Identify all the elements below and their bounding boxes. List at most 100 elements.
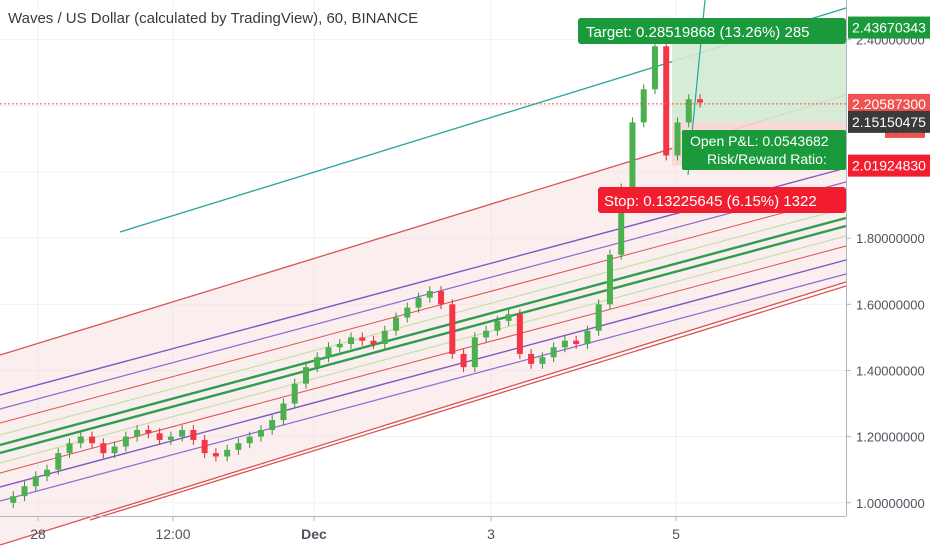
y-tick-label: 1.40000000 xyxy=(856,363,925,378)
candle-body[interactable] xyxy=(505,314,512,321)
x-tick-label: Dec xyxy=(301,526,327,542)
candle-body[interactable] xyxy=(651,46,658,90)
entry-price-badge[interactable]: 2.15150475 xyxy=(848,110,930,133)
pitchfork-inner-line[interactable] xyxy=(0,216,847,447)
candle-body[interactable] xyxy=(55,453,62,470)
candle-body[interactable] xyxy=(269,420,276,430)
stop-label-text: Stop: 0.13225645 (6.15%) 1322 xyxy=(604,193,817,210)
candle-body[interactable] xyxy=(550,347,557,358)
open-pnl-label[interactable]: Open P&L: 0.0543682 Risk/Reward Ratio: xyxy=(682,130,846,170)
candle-body[interactable] xyxy=(685,99,692,123)
candle-body[interactable] xyxy=(595,304,602,331)
candle-body[interactable] xyxy=(44,469,51,477)
target-price-badge-box xyxy=(848,16,930,39)
current-price-badge[interactable]: 2.20587300 xyxy=(848,93,930,114)
candle-body[interactable] xyxy=(190,430,197,440)
candle-body[interactable] xyxy=(10,496,17,503)
candle-body[interactable] xyxy=(449,304,456,354)
candle-body[interactable] xyxy=(370,340,377,344)
x-tick-label: 5 xyxy=(672,526,680,542)
pitchfork-inner-line[interactable] xyxy=(0,181,847,410)
target-label[interactable]: Target: 0.28519868 (13.26%) 285 xyxy=(578,18,846,44)
candle-body[interactable] xyxy=(618,188,625,255)
stop-label-box xyxy=(598,187,846,213)
candle-body[interactable] xyxy=(280,403,287,421)
candle-body[interactable] xyxy=(426,291,433,298)
pitchfork-inner-line[interactable] xyxy=(0,195,847,424)
candle-body[interactable] xyxy=(528,353,535,364)
risk-reward-label-text: Risk/Reward Ratio: xyxy=(707,151,827,167)
candle-body[interactable] xyxy=(663,46,670,156)
price-axis-background xyxy=(846,0,932,550)
pitchfork-inner-line[interactable] xyxy=(0,207,847,436)
stop-label[interactable]: Stop: 0.13225645 (6.15%) 1322 xyxy=(598,187,846,213)
candle-body[interactable] xyxy=(516,314,523,354)
candle-body[interactable] xyxy=(640,89,647,123)
candle-body[interactable] xyxy=(100,443,107,454)
candle-body[interactable] xyxy=(134,430,141,437)
y-tick-label: 1.80000000 xyxy=(856,231,925,246)
candle-body[interactable] xyxy=(438,291,445,305)
candle-body[interactable] xyxy=(359,337,366,341)
pitchfork-inner-line[interactable] xyxy=(0,235,847,464)
entry-price-badge-text: 2.15150475 xyxy=(852,114,926,130)
candle-body[interactable] xyxy=(539,357,546,364)
candle-body[interactable] xyxy=(606,254,613,305)
candle-body[interactable] xyxy=(212,453,219,457)
candle-body[interactable] xyxy=(32,476,39,487)
candle-body[interactable] xyxy=(381,330,388,344)
candle-body[interactable] xyxy=(156,433,163,440)
stop-price-badge-box xyxy=(848,154,930,177)
candle-body[interactable] xyxy=(122,436,129,447)
candle-body[interactable] xyxy=(291,383,298,404)
candle-body[interactable] xyxy=(145,430,152,434)
candle-body[interactable] xyxy=(111,446,118,454)
candle-body[interactable] xyxy=(246,436,253,444)
candle-body[interactable] xyxy=(404,307,411,318)
candle-body[interactable] xyxy=(201,439,208,454)
candle-body[interactable] xyxy=(336,344,343,348)
candle-body[interactable] xyxy=(77,436,84,444)
candle-body[interactable] xyxy=(460,353,467,368)
candle-body[interactable] xyxy=(235,443,242,450)
candle-body[interactable] xyxy=(393,317,400,331)
position-labels[interactable]: Target: 0.28519868 (13.26%) 285 Open P&L:… xyxy=(578,18,846,213)
stop-price-badge[interactable]: 2.01924830 xyxy=(848,154,930,177)
x-tick-label: 28 xyxy=(30,526,46,542)
candle-body[interactable] xyxy=(179,430,186,437)
pitchfork-inner-line[interactable] xyxy=(0,245,847,474)
candle-body[interactable] xyxy=(415,297,422,308)
candles[interactable] xyxy=(10,41,703,508)
candle-body[interactable] xyxy=(697,99,703,103)
candle-body[interactable] xyxy=(66,443,73,454)
candle-body[interactable] xyxy=(314,357,321,368)
target-label-box xyxy=(578,18,846,44)
pitchfork-inner-line[interactable] xyxy=(0,273,847,502)
candle-body[interactable] xyxy=(561,340,568,348)
target-price-badge[interactable]: 2.43670343 xyxy=(848,16,930,39)
pitchfork-inner-line[interactable] xyxy=(0,259,847,488)
target-price-badge-text: 2.43670343 xyxy=(852,20,926,36)
candle-body[interactable] xyxy=(302,367,309,384)
candle-body[interactable] xyxy=(471,337,478,368)
candle-body[interactable] xyxy=(573,340,580,344)
candle-body[interactable] xyxy=(674,122,681,156)
candle-body[interactable] xyxy=(325,347,332,358)
y-tick-label: 1.20000000 xyxy=(856,430,925,445)
candle-body[interactable] xyxy=(629,122,636,189)
candle-body[interactable] xyxy=(483,330,490,338)
candle-body[interactable] xyxy=(21,486,28,497)
stop-price-badge-text: 2.01924830 xyxy=(852,158,926,174)
pitchfork-outer-line[interactable] xyxy=(89,285,847,521)
candle-body[interactable] xyxy=(584,330,591,344)
pitchfork-inner-line[interactable] xyxy=(0,224,847,455)
candle-body[interactable] xyxy=(224,449,231,457)
candle-body[interactable] xyxy=(348,337,354,344)
pitchfork-outer-line[interactable] xyxy=(0,281,847,546)
candle-body[interactable] xyxy=(89,436,96,444)
candle-body[interactable] xyxy=(167,436,174,440)
candle-body[interactable] xyxy=(494,320,501,331)
candle-body[interactable] xyxy=(257,430,264,437)
